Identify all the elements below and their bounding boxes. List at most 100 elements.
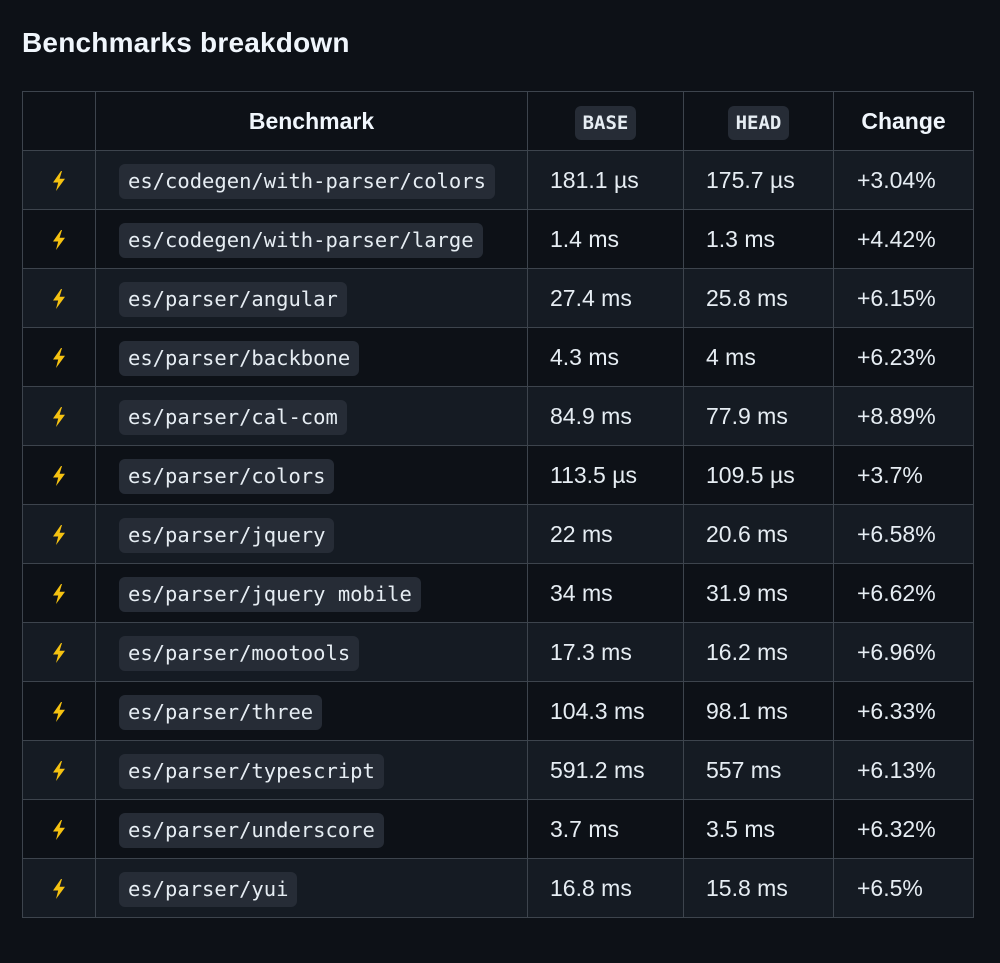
benchmark-cell: es/parser/backbone xyxy=(95,327,528,387)
row-icon-cell xyxy=(22,150,96,210)
high-voltage-icon xyxy=(53,407,65,428)
table-row: es/parser/three 104.3 ms 98.1 ms +6.33% xyxy=(22,681,974,741)
benchmark-cell: es/codegen/with-parser/colors xyxy=(95,150,528,210)
row-icon-cell xyxy=(22,622,96,682)
benchmark-cell: es/parser/underscore xyxy=(95,799,528,859)
head-cell: 3.5 ms xyxy=(683,799,834,859)
change-cell: +6.62% xyxy=(833,563,974,623)
row-icon-cell xyxy=(22,563,96,623)
table-row: es/parser/yui 16.8 ms 15.8 ms +6.5% xyxy=(22,858,974,918)
table-row: es/parser/underscore 3.7 ms 3.5 ms +6.32% xyxy=(22,799,974,859)
head-cell: 557 ms xyxy=(683,740,834,800)
table-row: es/parser/jquery mobile 34 ms 31.9 ms +6.62… xyxy=(22,563,974,623)
benchmark-name: es/parser/underscore xyxy=(119,812,384,848)
benchmark-name: es/parser/typescript xyxy=(119,753,384,789)
table-row: es/codegen/with-parser/large 1.4 ms 1.3 ms… xyxy=(22,209,974,269)
high-voltage-icon xyxy=(53,230,65,251)
high-voltage-icon xyxy=(53,820,65,841)
change-cell: +6.96% xyxy=(833,622,974,682)
change-cell: +3.7% xyxy=(833,445,974,505)
benchmark-cell: es/parser/typescript xyxy=(95,740,528,800)
benchmark-cell: es/parser/three xyxy=(95,681,528,741)
benchmarks-table: Benchmark BASE HEAD Change es/codegen/wi… xyxy=(22,91,974,918)
base-cell: 3.7 ms xyxy=(527,799,684,859)
row-icon-cell xyxy=(22,504,96,564)
row-icon-cell xyxy=(22,740,96,800)
header-head: HEAD xyxy=(683,91,834,151)
change-cell: +6.58% xyxy=(833,504,974,564)
section-heading: Benchmarks breakdown xyxy=(22,27,350,58)
benchmark-name: es/parser/angular xyxy=(119,281,347,317)
high-voltage-icon xyxy=(53,643,65,664)
benchmark-name: es/parser/mootools xyxy=(119,635,360,671)
benchmark-name: es/parser/colors xyxy=(119,458,335,494)
row-icon-cell xyxy=(22,268,96,328)
table-row: es/parser/cal-com 84.9 ms 77.9 ms +8.89% xyxy=(22,386,974,446)
base-cell: 104.3 ms xyxy=(527,681,684,741)
benchmark-name: es/parser/jquery mobile xyxy=(119,576,421,612)
row-icon-cell xyxy=(22,858,96,918)
head-cell: 1.3 ms xyxy=(683,209,834,269)
base-cell: 4.3 ms xyxy=(527,327,684,387)
high-voltage-icon xyxy=(53,171,65,192)
high-voltage-icon xyxy=(53,879,65,900)
row-icon-cell xyxy=(22,681,96,741)
change-cell: +6.32% xyxy=(833,799,974,859)
benchmark-name: es/parser/yui xyxy=(119,871,298,907)
table-row: es/parser/typescript 591.2 ms 557 ms +6.13% xyxy=(22,740,974,800)
benchmark-name: es/parser/jquery xyxy=(119,517,335,553)
head-cell: 31.9 ms xyxy=(683,563,834,623)
benchmark-name: es/parser/three xyxy=(119,694,323,730)
base-cell: 27.4 ms xyxy=(527,268,684,328)
change-cell: +4.42% xyxy=(833,209,974,269)
head-cell: 20.6 ms xyxy=(683,504,834,564)
base-cell: 22 ms xyxy=(527,504,684,564)
benchmark-cell: es/parser/yui xyxy=(95,858,528,918)
benchmark-cell: es/parser/angular xyxy=(95,268,528,328)
base-cell: 17.3 ms xyxy=(527,622,684,682)
benchmark-name: es/parser/cal-com xyxy=(119,399,347,435)
high-voltage-icon xyxy=(53,289,65,310)
head-cell: 15.8 ms xyxy=(683,858,834,918)
high-voltage-icon xyxy=(53,348,65,369)
change-cell: +6.5% xyxy=(833,858,974,918)
high-voltage-icon xyxy=(53,761,65,782)
row-icon-cell xyxy=(22,327,96,387)
head-cell: 77.9 ms xyxy=(683,386,834,446)
head-cell: 16.2 ms xyxy=(683,622,834,682)
change-cell: +6.13% xyxy=(833,740,974,800)
benchmark-cell: es/parser/cal-com xyxy=(95,386,528,446)
row-icon-cell xyxy=(22,386,96,446)
table-row: es/codegen/with-parser/colors 181.1 µs 175… xyxy=(22,150,974,210)
high-voltage-icon xyxy=(53,466,65,487)
head-cell: 109.5 µs xyxy=(683,445,834,505)
header-benchmark: Benchmark xyxy=(95,91,528,151)
high-voltage-icon xyxy=(53,702,65,723)
table-header-row: Benchmark BASE HEAD Change xyxy=(22,91,974,151)
change-cell: +6.33% xyxy=(833,681,974,741)
benchmarks-section: Benchmarks breakdown Benchmark BASE HEAD… xyxy=(22,0,974,918)
header-icon-column xyxy=(22,91,96,151)
benchmark-cell: es/parser/jquery mobile xyxy=(95,563,528,623)
benchmark-cell: es/codegen/with-parser/large xyxy=(95,209,528,269)
head-cell: 4 ms xyxy=(683,327,834,387)
row-icon-cell xyxy=(22,209,96,269)
head-cell: 175.7 µs xyxy=(683,150,834,210)
table-row: es/parser/angular 27.4 ms 25.8 ms +6.15% xyxy=(22,268,974,328)
row-icon-cell xyxy=(22,445,96,505)
high-voltage-icon xyxy=(53,584,65,605)
base-cell: 16.8 ms xyxy=(527,858,684,918)
change-cell: +8.89% xyxy=(833,386,974,446)
table-row: es/parser/mootools 17.3 ms 16.2 ms +6.96% xyxy=(22,622,974,682)
head-cell: 98.1 ms xyxy=(683,681,834,741)
table-row: es/parser/colors 113.5 µs 109.5 µs +3.7% xyxy=(22,445,974,505)
base-cell: 181.1 µs xyxy=(527,150,684,210)
base-cell: 113.5 µs xyxy=(527,445,684,505)
table-row: es/parser/jquery 22 ms 20.6 ms +6.58% xyxy=(22,504,974,564)
row-icon-cell xyxy=(22,799,96,859)
base-cell: 591.2 ms xyxy=(527,740,684,800)
benchmark-name: es/parser/backbone xyxy=(119,340,360,376)
benchmark-cell: es/parser/mootools xyxy=(95,622,528,682)
header-base: BASE xyxy=(527,91,684,151)
base-cell: 1.4 ms xyxy=(527,209,684,269)
